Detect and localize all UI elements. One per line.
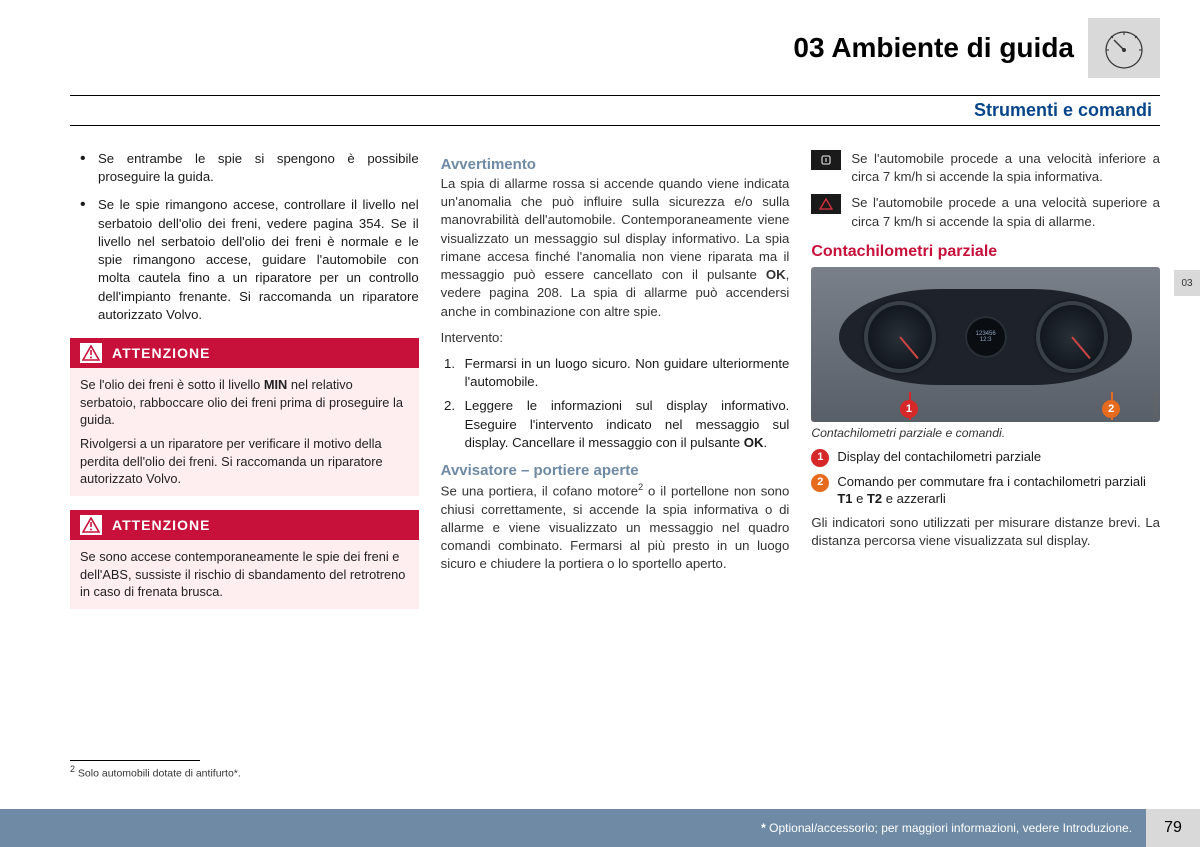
callout-text: Comando per commutare fra i contachilo­m… bbox=[837, 473, 1160, 508]
dashboard-figure: 123456 12:3 1 2 G044461 bbox=[811, 267, 1160, 422]
icon-text: Se l'automobile procede a una velocità s… bbox=[851, 194, 1160, 230]
text: . bbox=[764, 435, 768, 450]
ok-bold: OK bbox=[744, 435, 764, 450]
ok-bold: OK bbox=[766, 267, 786, 282]
attention-header: ATTENZIONE bbox=[70, 510, 419, 540]
t2-bold: T2 bbox=[867, 491, 882, 506]
attention-body: Se l'olio dei freni è sotto il livello M… bbox=[70, 368, 419, 496]
footer-text: * Optional/accessorio; per maggiori info… bbox=[761, 821, 1146, 835]
column-1: Se entrambe le spie si spengono è possib… bbox=[70, 150, 419, 737]
t1-bold: T1 bbox=[837, 491, 852, 506]
paragraph: Se una portiera, il cofano motore2 o il … bbox=[441, 481, 790, 573]
warning-icon bbox=[80, 515, 102, 535]
attention-header: ATTENZIONE bbox=[70, 338, 419, 368]
text: e bbox=[853, 491, 867, 506]
subheading-avvertimento: Avvertimento bbox=[441, 156, 790, 173]
column-3: Se l'automobile procede a una velocità i… bbox=[811, 150, 1160, 737]
bullet-list: Se entrambe le spie si spengono è possib… bbox=[70, 150, 419, 324]
marker-num: 2 bbox=[1108, 403, 1114, 415]
callout-badge-2: 2 bbox=[811, 474, 829, 492]
column-2: Avvertimento La spia di allarme rossa si… bbox=[441, 150, 790, 737]
icon-row-warn: Se l'automobile procede a una velocità s… bbox=[811, 194, 1160, 230]
footer-note: Optional/accessorio; per maggiori inform… bbox=[766, 821, 1132, 835]
text: e azzerarli bbox=[882, 491, 946, 506]
icon-row-info: Se l'automobile procede a una velocità i… bbox=[811, 150, 1160, 186]
footnote-rule bbox=[70, 760, 200, 761]
warning-icon bbox=[80, 343, 102, 363]
display-value: 12:3 bbox=[980, 337, 992, 343]
paragraph: La spia di allarme rossa si accende quan… bbox=[441, 175, 790, 321]
marker-num: 1 bbox=[906, 403, 912, 415]
text: Comando per commutare fra i contachilo­m… bbox=[837, 474, 1146, 489]
callout-row-2: 2 Comando per commutare fra i contachilo… bbox=[811, 473, 1160, 508]
step-item: Fermarsi in un luogo sicuro. Non guidare… bbox=[459, 355, 790, 391]
callout-marker-2: 2 bbox=[1102, 400, 1120, 418]
chapter-header: 03 Ambiente di guida bbox=[793, 18, 1160, 78]
attention-title: ATTENZIONE bbox=[112, 517, 210, 533]
chapter-name: Ambiente di guida bbox=[831, 32, 1074, 63]
callout-marker-1: 1 bbox=[900, 400, 918, 418]
attention-title: ATTENZIONE bbox=[112, 345, 210, 361]
num: 2 bbox=[817, 475, 823, 490]
footer-bar: * Optional/accessorio; per maggiori info… bbox=[0, 809, 1200, 847]
callout-text: Display del contachilometri parziale bbox=[837, 448, 1041, 466]
icon-text: Se l'automobile procede a una velocità i… bbox=[851, 150, 1160, 186]
text: Leggere le informazioni sul display info… bbox=[465, 398, 790, 449]
intervento-label: Intervento: bbox=[441, 329, 790, 347]
chapter-number: 03 bbox=[793, 32, 824, 63]
side-tab: 03 bbox=[1174, 270, 1200, 296]
left-dial bbox=[864, 301, 936, 373]
section-title-bar: Strumenti e comandi bbox=[70, 95, 1160, 126]
attention-text: Se l'olio dei freni è sotto il livello bbox=[80, 377, 264, 392]
text: La spia di allarme rossa si accende quan… bbox=[441, 176, 790, 282]
alarm-light-icon bbox=[811, 194, 841, 214]
attention-box-2: ATTENZIONE Se sono accese contemporaneam… bbox=[70, 510, 419, 609]
min-bold: MIN bbox=[264, 377, 287, 392]
trip-display: 123456 12:3 bbox=[965, 316, 1007, 358]
content-columns: Se entrambe le spie si spengono è possib… bbox=[70, 150, 1160, 737]
attention-body: Se sono accese contemporaneamente le spi… bbox=[70, 540, 419, 609]
instrument-cluster: 123456 12:3 bbox=[839, 289, 1132, 385]
info-light-icon bbox=[811, 150, 841, 170]
side-tab-label: 03 bbox=[1181, 278, 1192, 289]
attention-text: Se sono accese contemporaneamente le spi… bbox=[80, 548, 409, 601]
subheading-contachilometri: Contachilometri parziale bbox=[811, 243, 1160, 261]
footnote: 2 Solo automobili dotate di antifurto*. bbox=[70, 764, 241, 780]
steps-list: Fermarsi in un luogo sicuro. Non guidare… bbox=[441, 355, 790, 452]
section-title: Strumenti e comandi bbox=[974, 100, 1152, 120]
text: Se una portiera, il cofano motore bbox=[441, 483, 638, 498]
figure-caption: Contachilometri parziale e comandi. bbox=[811, 426, 1160, 440]
paragraph: Gli indicatori sono utilizzati per misur… bbox=[811, 514, 1160, 550]
attention-box-1: ATTENZIONE Se l'olio dei freni è sotto i… bbox=[70, 338, 419, 496]
bullet-item: Se entrambe le spie si spengono è possib… bbox=[98, 150, 419, 186]
gauge-icon bbox=[1088, 18, 1160, 78]
bullet-item: Se le spie rimangono accese, controllare… bbox=[98, 196, 419, 324]
step-item: Leggere le informazioni sul display info… bbox=[459, 397, 790, 452]
page-number: 79 bbox=[1146, 809, 1200, 847]
num: 1 bbox=[817, 450, 823, 465]
footnote-content: Solo automobili dotate di antifurto*. bbox=[75, 767, 241, 779]
right-dial bbox=[1036, 301, 1108, 373]
attention-text: Rivolgersi a un riparatore per verificar… bbox=[80, 435, 409, 488]
chapter-title: 03 Ambiente di guida bbox=[793, 32, 1074, 64]
subheading-avvisatore: Avvisatore – portiere aperte bbox=[441, 462, 790, 479]
callout-badge-1: 1 bbox=[811, 449, 829, 467]
callout-row-1: 1 Display del contachilometri parziale bbox=[811, 448, 1160, 467]
image-code: G044461 bbox=[1151, 391, 1158, 420]
